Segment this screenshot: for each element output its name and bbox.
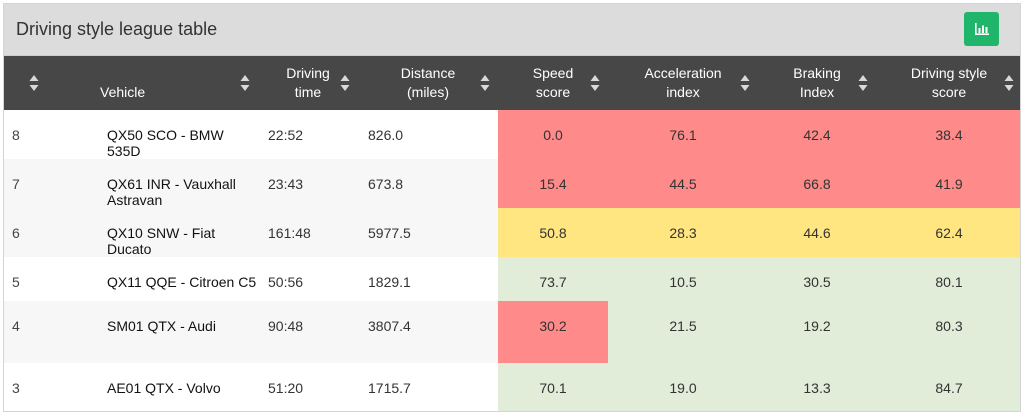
sort-arrows-icon[interactable]: [480, 74, 490, 92]
cell-acceleration: 21.5: [608, 301, 758, 363]
cell-driving-style: 38.4: [876, 110, 1020, 159]
column-header-label: Vehicle: [100, 83, 146, 100]
cell-rank: 4: [12, 318, 20, 334]
cell-vehicle: SM01 QTX - Audi: [107, 318, 216, 334]
cell-braking: 30.5: [758, 257, 876, 301]
column-header-speed[interactable]: Speed score: [498, 56, 608, 110]
cell-rank: 7: [12, 176, 20, 192]
cell-driving-time: 90:48: [268, 318, 304, 334]
cell-driving-style: 80.1: [876, 257, 1020, 301]
cell-braking: 19.2: [758, 301, 876, 363]
table-row[interactable]: 6 QX10 SNW - Fiat Ducato 161:48 5977.5 50.8 2…: [4, 208, 1020, 257]
chart-view-button[interactable]: [964, 12, 999, 46]
column-header-label: Driving style score: [910, 65, 988, 100]
table-body: 8 QX50 SCO - BMW 535D 22:52 826.0 0.0 76.1 42.…: [4, 110, 1020, 411]
table-row[interactable]: 8 QX50 SCO - BMW 535D 22:52 826.0 0.0 76.1 42.…: [4, 110, 1020, 159]
column-header-driving-style[interactable]: Driving style score: [876, 56, 1020, 110]
cell-driving-style: 84.7: [876, 363, 1020, 411]
cell-rank: 8: [12, 127, 20, 143]
sort-arrows-icon[interactable]: [590, 74, 600, 92]
cell-speed: 30.2: [498, 301, 608, 363]
cell-vehicle: QX61 INR - Vauxhall Astravan: [107, 176, 236, 208]
column-header-distance[interactable]: Distance (miles): [358, 56, 498, 110]
cell-vehicle: AE01 QTX - Volvo: [107, 380, 221, 396]
column-header-label: Driving time: [286, 65, 330, 100]
column-header-label: Braking Index: [793, 65, 841, 100]
sort-arrows-icon[interactable]: [240, 74, 250, 92]
cell-distance: 1715.7: [368, 380, 411, 396]
cell-distance: 1829.1: [368, 274, 411, 290]
sort-arrows-icon[interactable]: [29, 74, 39, 92]
column-header-label: Distance (miles): [400, 65, 456, 100]
cell-vehicle: QX50 SCO - BMW 535D: [107, 127, 224, 159]
cell-acceleration: 76.1: [608, 110, 758, 159]
column-header-label: Speed score: [532, 65, 574, 100]
cell-speed: 73.7: [498, 257, 608, 301]
column-header-braking[interactable]: Braking Index: [758, 56, 876, 110]
cell-distance: 3807.4: [368, 318, 411, 334]
cell-distance: 826.0: [368, 127, 404, 143]
cell-speed: 50.8: [498, 208, 608, 257]
cell-rank: 5: [12, 274, 20, 290]
cell-driving-style: 41.9: [876, 159, 1020, 208]
league-table: Vehicle Driving time Distance (miles) Speed…: [4, 56, 1020, 411]
column-header-driving-time[interactable]: Driving time: [258, 56, 358, 110]
table-header-row: Vehicle Driving time Distance (miles) Speed…: [4, 56, 1020, 110]
cell-vehicle: QX10 SNW - Fiat Ducato: [107, 225, 216, 257]
cell-driving-style: 80.3: [876, 301, 1020, 363]
panel-header: Driving style league table: [4, 4, 1020, 56]
cell-acceleration: 19.0: [608, 363, 758, 411]
table-row[interactable]: 7 QX61 INR - Vauxhall Astravan 23:43 673.8 1…: [4, 159, 1020, 208]
cell-vehicle: QX11 QQE - Citroen C5: [107, 274, 257, 290]
sort-arrows-icon[interactable]: [858, 74, 868, 92]
cell-driving-time: 51:20: [268, 380, 304, 396]
cell-braking: 44.6: [758, 208, 876, 257]
bar-chart-icon: [974, 23, 989, 35]
cell-speed: 15.4: [498, 159, 608, 208]
sort-arrows-icon[interactable]: [340, 74, 350, 92]
cell-distance: 5977.5: [368, 225, 411, 241]
cell-braking: 42.4: [758, 110, 876, 159]
cell-acceleration: 44.5: [608, 159, 758, 208]
cell-driving-time: 50:56: [268, 274, 304, 290]
cell-speed: 0.0: [498, 110, 608, 159]
cell-braking: 13.3: [758, 363, 876, 411]
cell-acceleration: 28.3: [608, 208, 758, 257]
table-row[interactable]: 3 AE01 QTX - Volvo 51:20 1715.7 70.1 19.0 13.3…: [4, 363, 1020, 411]
cell-driving-style: 62.4: [876, 208, 1020, 257]
cell-distance: 673.8: [368, 176, 404, 192]
cell-acceleration: 10.5: [608, 257, 758, 301]
cell-rank: 3: [12, 380, 20, 396]
cell-driving-time: 161:48: [268, 225, 311, 241]
cell-braking: 66.8: [758, 159, 876, 208]
panel-title: Driving style league table: [16, 19, 218, 39]
cell-rank: 6: [12, 225, 20, 241]
cell-driving-time: 23:43: [268, 176, 304, 192]
column-header-vehicle[interactable]: Vehicle: [52, 56, 258, 110]
cell-speed: 70.1: [498, 363, 608, 411]
column-header-rank: [4, 56, 52, 110]
sort-arrows-icon[interactable]: [1004, 74, 1014, 92]
table-row[interactable]: 4 SM01 QTX - Audi 90:48 3807.4 30.2 21.5 19.2 8…: [4, 301, 1020, 363]
cell-driving-time: 22:52: [268, 127, 304, 143]
table-row[interactable]: 5 QX11 QQE - Citroen C5 50:56 1829.1 73.7 10.…: [4, 257, 1020, 301]
sort-arrows-icon[interactable]: [740, 74, 750, 92]
column-header-acceleration[interactable]: Acceleration index: [608, 56, 758, 110]
column-header-label: Acceleration index: [644, 65, 722, 100]
league-table-panel: Driving style league table Vehicle Drivin…: [3, 3, 1021, 412]
